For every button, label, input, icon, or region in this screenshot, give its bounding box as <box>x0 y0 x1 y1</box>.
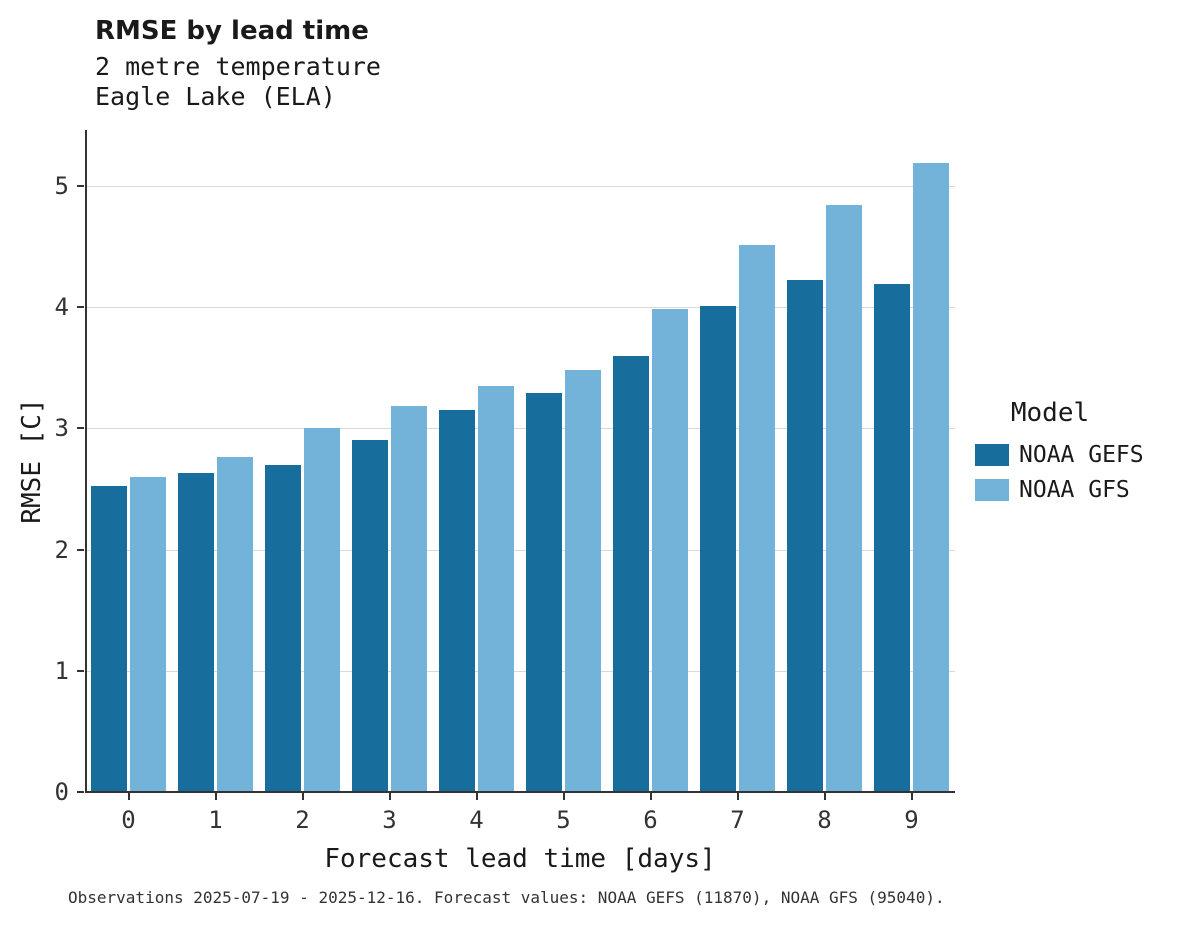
gridline-y-1 <box>85 670 955 672</box>
bar-noaa-gefs-lead-0 <box>91 486 127 792</box>
legend: Model NOAA GEFS NOAA GFS <box>975 398 1185 512</box>
bar-noaa-gefs-lead-8 <box>787 280 823 792</box>
x-tick-mark-1 <box>214 793 217 800</box>
y-tick-label-1: 1 <box>54 656 69 685</box>
x-tick-label-5: 5 <box>556 806 571 834</box>
bar-noaa-gefs-lead-3 <box>352 440 388 792</box>
x-tick-label-4: 4 <box>469 806 484 834</box>
bar-noaa-gfs-lead-3 <box>391 406 427 792</box>
x-tick-mark-0 <box>127 793 130 800</box>
gridline-y-4 <box>85 307 955 309</box>
bar-noaa-gfs-lead-8 <box>826 205 862 792</box>
bar-noaa-gefs-lead-6 <box>613 355 649 792</box>
legend-label-gefs: NOAA GEFS <box>1019 442 1144 468</box>
y-tick-label-5: 5 <box>54 171 69 200</box>
y-tick-label-2: 2 <box>54 535 69 564</box>
y-tick-label-0: 0 <box>54 778 69 806</box>
bar-noaa-gefs-lead-2 <box>265 464 301 792</box>
x-tick-label-8: 8 <box>817 806 832 834</box>
y-tick-mark-4 <box>77 306 84 309</box>
x-tick-mark-4 <box>475 793 478 800</box>
x-tick-mark-6 <box>649 793 652 800</box>
bar-noaa-gfs-lead-0 <box>130 476 166 792</box>
bar-noaa-gfs-lead-7 <box>739 245 775 792</box>
chart-title: RMSE by lead time <box>95 16 369 46</box>
x-tick-mark-8 <box>823 793 826 800</box>
y-tick-label-4: 4 <box>54 293 69 322</box>
x-tick-label-6: 6 <box>643 806 658 834</box>
bar-noaa-gefs-lead-5 <box>526 393 562 792</box>
x-tick-mark-9 <box>910 793 913 800</box>
chart-caption: Observations 2025-07-19 - 2025-12-16. Fo… <box>68 888 945 907</box>
x-tick-mark-3 <box>388 793 391 800</box>
y-tick-mark-1 <box>77 669 84 672</box>
y-tick-mark-0 <box>77 791 84 793</box>
y-tick-mark-3 <box>77 427 84 430</box>
gridline-y-5 <box>85 185 955 187</box>
x-tick-mark-5 <box>562 793 565 800</box>
bar-noaa-gfs-lead-2 <box>304 428 340 792</box>
chart-subtitle-line2: Eagle Lake (ELA) <box>95 82 336 111</box>
y-axis-line <box>85 130 87 792</box>
x-tick-label-3: 3 <box>382 806 397 834</box>
bar-noaa-gefs-lead-4 <box>439 410 475 792</box>
legend-swatch-gefs-icon <box>975 444 1009 466</box>
x-tick-label-7: 7 <box>730 806 745 834</box>
bar-noaa-gfs-lead-1 <box>217 457 253 792</box>
x-axis-line <box>85 791 955 793</box>
legend-entry-gfs: NOAA GFS <box>975 477 1185 503</box>
legend-swatch-gfs-icon <box>975 479 1009 501</box>
bar-noaa-gfs-lead-9 <box>913 162 949 792</box>
plot-area <box>85 130 955 793</box>
x-tick-label-0: 0 <box>121 806 136 834</box>
x-tick-label-2: 2 <box>295 806 310 834</box>
x-tick-mark-2 <box>301 793 304 800</box>
bar-noaa-gfs-lead-4 <box>478 385 514 792</box>
x-tick-mark-7 <box>736 793 739 800</box>
gridline-y-2 <box>85 549 955 551</box>
y-axis-title: RMSE [C] <box>17 398 47 524</box>
x-tick-label-1: 1 <box>208 806 223 834</box>
x-axis-title: Forecast lead time [days] <box>324 844 716 874</box>
y-tick-mark-5 <box>77 184 84 187</box>
bar-noaa-gefs-lead-1 <box>178 473 214 792</box>
bar-noaa-gefs-lead-7 <box>700 305 736 792</box>
legend-entry-gefs: NOAA GEFS <box>975 442 1185 468</box>
bar-noaa-gefs-lead-9 <box>874 283 910 792</box>
bar-noaa-gfs-lead-6 <box>652 309 688 792</box>
x-tick-label-9: 9 <box>904 806 919 834</box>
legend-label-gfs: NOAA GFS <box>1019 477 1130 503</box>
legend-title: Model <box>1010 398 1090 428</box>
chart-subtitle-line1: 2 metre temperature <box>95 52 381 81</box>
bar-noaa-gfs-lead-5 <box>565 370 601 792</box>
gridline-y-3 <box>85 428 955 430</box>
y-tick-label-3: 3 <box>54 414 69 443</box>
y-tick-mark-2 <box>77 548 84 551</box>
